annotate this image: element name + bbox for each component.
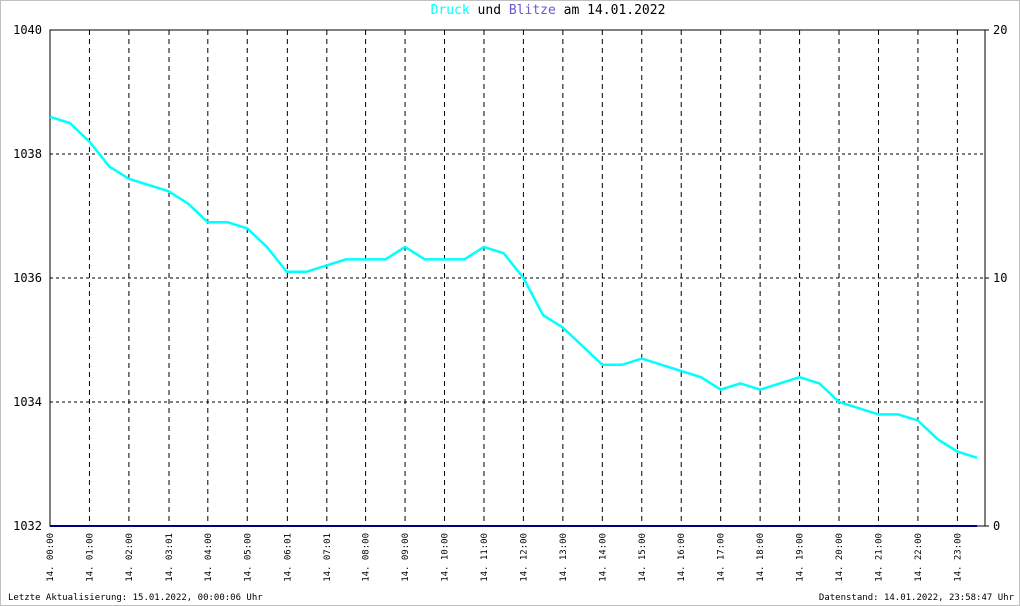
x-tick-label: 14. 08:00 bbox=[362, 533, 372, 582]
x-tick-label: 14. 07:01 bbox=[323, 533, 333, 582]
x-tick-label: 14. 13:00 bbox=[559, 533, 569, 582]
x-tick-label: 14. 21:00 bbox=[874, 533, 884, 582]
x-tick-label: 14. 15:00 bbox=[638, 533, 648, 582]
title-series: Blitze bbox=[509, 3, 556, 18]
y-tick-label: 1034 bbox=[13, 395, 42, 409]
x-tick-label: 14. 03:01 bbox=[165, 533, 175, 582]
x-tick-label: 14. 12:00 bbox=[519, 533, 529, 582]
x-tick-label: 14. 20:00 bbox=[835, 533, 845, 582]
y2-tick-label: 20 bbox=[993, 23, 1007, 37]
x-tick-label: 14. 00:00 bbox=[46, 533, 56, 582]
x-tick-label: 14. 19:00 bbox=[796, 533, 806, 582]
title-text: am 14.01.2022 bbox=[564, 3, 666, 18]
y2-tick-label: 0 bbox=[993, 519, 1000, 533]
x-tick-label: 14. 14:00 bbox=[598, 533, 608, 582]
x-tick-label: 14. 05:00 bbox=[243, 533, 253, 582]
x-tick-label: 14. 09:00 bbox=[401, 533, 411, 582]
x-tick-label: 14. 18:00 bbox=[756, 533, 766, 582]
y2-tick-label: 10 bbox=[993, 271, 1007, 285]
x-tick-label: 14. 01:00 bbox=[85, 533, 95, 582]
y-tick-label: 1032 bbox=[13, 519, 42, 533]
data-line bbox=[49, 115, 978, 459]
x-tick-label: 14. 22:00 bbox=[914, 533, 924, 582]
x-tick-label: 14. 17:00 bbox=[717, 533, 727, 582]
x-tick-label: 14. 23:00 bbox=[953, 533, 963, 582]
plot-area bbox=[49, 29, 986, 527]
x-tick-label: 14. 04:00 bbox=[204, 533, 214, 582]
footer-left: Letzte Aktualisierung: 15.01.2022, 00:00… bbox=[8, 593, 263, 603]
x-tick-label: 14. 06:01 bbox=[283, 533, 293, 582]
y-tick-label: 1038 bbox=[13, 147, 42, 161]
y-tick-label: 1040 bbox=[13, 23, 42, 37]
footer-right: Datenstand: 14.01.2022, 23:58:47 Uhr bbox=[819, 593, 1015, 603]
chart-title: Druck und Blitze am 14.01.2022 bbox=[431, 3, 666, 18]
y-tick-label: 1036 bbox=[13, 271, 42, 285]
title-text: und bbox=[478, 3, 501, 18]
x-tick-label: 14. 11:00 bbox=[480, 533, 490, 582]
x-tick-label: 14. 10:00 bbox=[441, 533, 451, 582]
x-tick-label: 14. 16:00 bbox=[677, 533, 687, 582]
x-tick-label: 14. 02:00 bbox=[125, 533, 135, 582]
title-series: Druck bbox=[431, 3, 470, 18]
